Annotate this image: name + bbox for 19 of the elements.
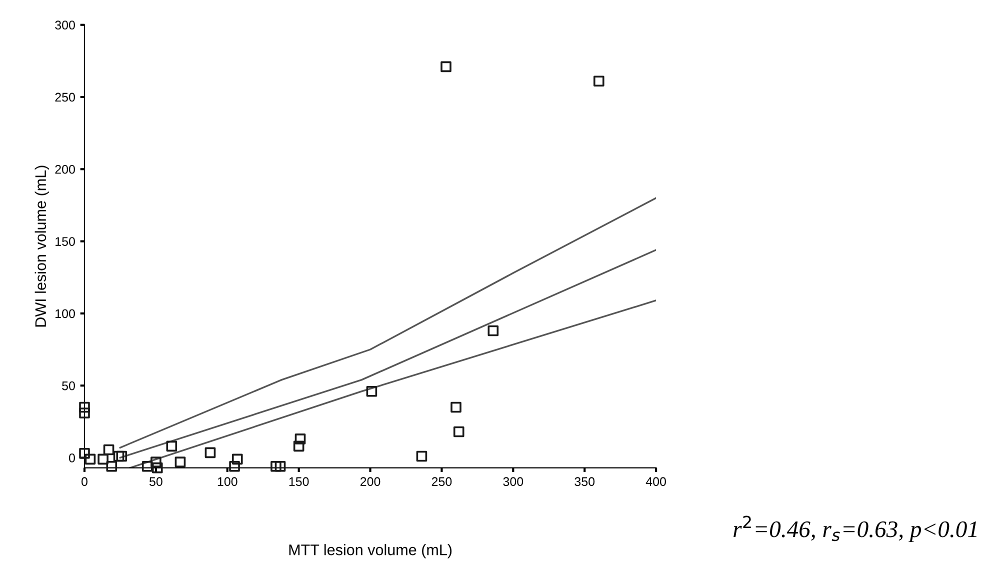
x-tick-label: 100 <box>218 477 238 486</box>
y-tick-label: 200 <box>55 164 75 174</box>
text: r$^{2}$=0.46, r$_{s}$=0.63, p<0.01 <box>734 516 976 542</box>
y-tick-label: 300 <box>55 20 75 30</box>
x-axis-title: MTT lesion volume (mL) <box>289 544 452 558</box>
x-tick-label: 50 <box>149 477 162 486</box>
y-tick-label: 150 <box>56 237 75 246</box>
x-tick-label: 0 <box>82 477 88 486</box>
x-tick-label: 250 <box>432 477 452 486</box>
x-tick-label: 400 <box>646 477 666 486</box>
y-tick-label: 100 <box>56 309 75 318</box>
y-tick-label: 0 <box>69 454 75 462</box>
x-tick-label: 150 <box>289 477 309 486</box>
x-tick-label: 200 <box>360 477 380 486</box>
y-tick-label: 50 <box>62 381 75 390</box>
x-tick-label: 300 <box>503 477 524 486</box>
y-tick-label: 250 <box>55 92 75 102</box>
x-tick-label: 350 <box>574 477 595 486</box>
y-axis-title: DWI lesion volume (mL) <box>34 166 50 327</box>
